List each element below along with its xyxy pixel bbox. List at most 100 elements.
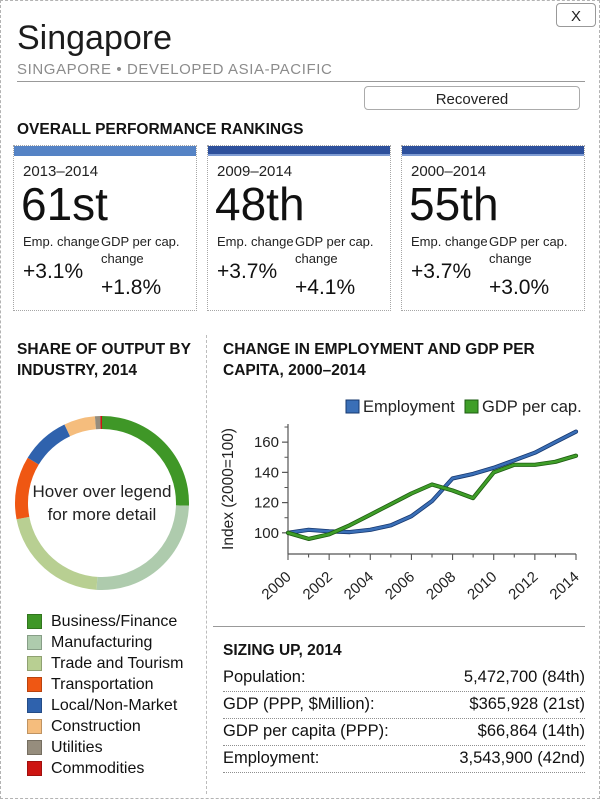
table-row-population: Population: 5,472,700 (84th)	[223, 665, 585, 692]
card-period: 2000–2014	[411, 163, 487, 180]
local-non-market-swatch	[27, 698, 42, 713]
card-rank: 61st	[21, 178, 108, 230]
table-row-gdp-per-capita: GDP per capita (PPP): $66,864 (14th)	[223, 719, 585, 746]
emp-change-value: +3.1%	[23, 259, 84, 283]
donut-center-note: Hover over legend for more detail	[12, 413, 192, 593]
row-value: $365,928 (21st)	[469, 695, 585, 713]
legend-item-construction[interactable]: Construction	[27, 716, 184, 737]
legend-label: Trade and Tourism	[51, 654, 184, 672]
ranking-card-2009-2014: 2009–2014 48th Emp. change +3.7% GDP per…	[207, 145, 391, 311]
legend-label: Business/Finance	[51, 612, 178, 630]
row-value: 3,543,900 (42nd)	[459, 749, 585, 767]
x-tick-label: 2008	[423, 568, 459, 603]
chart-legend-swatch	[345, 399, 360, 414]
donut-center-note-line1: Hover over legend	[32, 482, 172, 501]
rankings-heading: OVERALL PERFORMANCE RANKINGS	[17, 121, 304, 138]
card-color-bar	[208, 146, 390, 156]
series-line-employment	[286, 430, 578, 535]
donut-slice	[15, 457, 39, 520]
legend-item-business-finance[interactable]: Business/Finance	[27, 611, 184, 632]
legend-item-local-non-market[interactable]: Local/Non-Market	[27, 695, 184, 716]
industry-share-heading: SHARE OF OUTPUT BY INDUSTRY, 2014	[17, 341, 191, 379]
row-label: Population:	[223, 668, 306, 686]
series-line-gdp-per-cap-	[286, 454, 578, 541]
x-tick-label: 2014	[546, 568, 582, 603]
donut-slice	[100, 416, 102, 430]
legend-label: Utilities	[51, 738, 103, 756]
recovered-status-button[interactable]: Recovered	[364, 86, 580, 110]
x-tick-label: 2010	[464, 568, 500, 603]
card-rank: 55th	[409, 178, 499, 230]
construction-swatch	[27, 719, 42, 734]
donut-slice	[94, 416, 101, 430]
close-button[interactable]: X	[556, 3, 596, 27]
legend-item-utilities[interactable]: Utilities	[27, 737, 184, 758]
emp-change-label: Emp. change	[23, 233, 100, 249]
legend-item-manufacturing[interactable]: Manufacturing	[27, 632, 184, 653]
card-color-bar	[402, 146, 584, 156]
legend-item-commodities[interactable]: Commodities	[27, 758, 184, 779]
donut-center-note-line2: for more detail	[47, 505, 157, 524]
business-finance-swatch	[27, 614, 42, 629]
emp-change-value: +3.7%	[411, 259, 472, 283]
line-chart-heading: CHANGE IN EMPLOYMENT AND GDP PER CAPITA,…	[223, 341, 535, 379]
y-tick-label: 100	[254, 525, 279, 542]
x-tick-label: 2006	[382, 568, 418, 603]
table-row-employment: Employment: 3,543,900 (42nd)	[223, 746, 585, 773]
legend-label: Construction	[51, 717, 141, 735]
sizing-up-table: Population: 5,472,700 (84th) GDP (PPP, $…	[223, 665, 585, 773]
legend-label: Commodities	[51, 759, 145, 777]
industry-legend: Business/Finance Manufacturing Trade and…	[27, 611, 184, 779]
page-subtitle: SINGAPORE • DEVELOPED ASIA-PACIFIC	[17, 61, 333, 78]
donut-slice	[102, 416, 190, 506]
x-tick-label: 2002	[300, 568, 336, 603]
card-rank: 48th	[215, 178, 305, 230]
x-tick-label: 2012	[505, 568, 541, 603]
ranking-card-2000-2014: 2000–2014 55th Emp. change +3.7% GDP per…	[401, 145, 585, 311]
emp-change-value: +3.7%	[217, 259, 278, 283]
row-label: GDP per capita (PPP):	[223, 722, 389, 740]
x-tick-label: 2000	[258, 568, 294, 603]
card-period: 2013–2014	[23, 163, 99, 180]
emp-change-label: Emp. change	[411, 233, 488, 249]
y-tick-label: 120	[254, 495, 279, 512]
gdp-change-value: +3.0%	[489, 276, 550, 300]
gdp-change-value: +1.8%	[101, 276, 162, 300]
industry-donut-chart: Hover over legend for more detail	[12, 413, 192, 593]
chart-legend-swatch	[464, 399, 479, 414]
card-period: 2009–2014	[217, 163, 293, 180]
row-label: Employment:	[223, 749, 320, 767]
transportation-swatch	[27, 677, 42, 692]
commodities-swatch	[27, 761, 42, 776]
utilities-swatch	[27, 740, 42, 755]
y-tick-label: 140	[254, 464, 279, 481]
table-row-gdp: GDP (PPP, $Million): $365,928 (21st)	[223, 692, 585, 719]
ranking-card-2013-2014: 2013–2014 61st Emp. change +3.1% GDP per…	[13, 145, 197, 311]
legend-item-trade-tourism[interactable]: Trade and Tourism	[27, 653, 184, 674]
x-tick-label: 2004	[341, 568, 377, 603]
card-color-bar	[14, 146, 196, 156]
header-divider	[17, 81, 585, 82]
y-axis-label: Index (2000=100)	[220, 428, 237, 550]
chart-legend-label: Employment	[363, 398, 455, 416]
legend-item-transportation[interactable]: Transportation	[27, 674, 184, 695]
donut-slice	[16, 516, 98, 590]
legend-label: Transportation	[51, 675, 154, 693]
page-title: Singapore	[17, 19, 173, 57]
row-value: 5,472,700 (84th)	[463, 668, 585, 686]
vertical-divider	[206, 335, 207, 794]
manufacturing-swatch	[27, 635, 42, 650]
ranking-cards: 2013–2014 61st Emp. change +3.1% GDP per…	[13, 145, 585, 311]
donut-svg	[15, 416, 190, 591]
gdp-change-label: GDP per cap. change	[295, 233, 374, 266]
right-panel-divider	[213, 626, 585, 627]
legend-label: Local/Non-Market	[51, 696, 178, 714]
donut-slice	[64, 416, 96, 437]
donut-slice	[27, 424, 71, 465]
y-tick-label: 160	[254, 434, 279, 451]
donut-slice	[96, 505, 189, 591]
legend-label: Manufacturing	[51, 633, 153, 651]
gdp-change-label: GDP per cap. change	[489, 233, 568, 266]
